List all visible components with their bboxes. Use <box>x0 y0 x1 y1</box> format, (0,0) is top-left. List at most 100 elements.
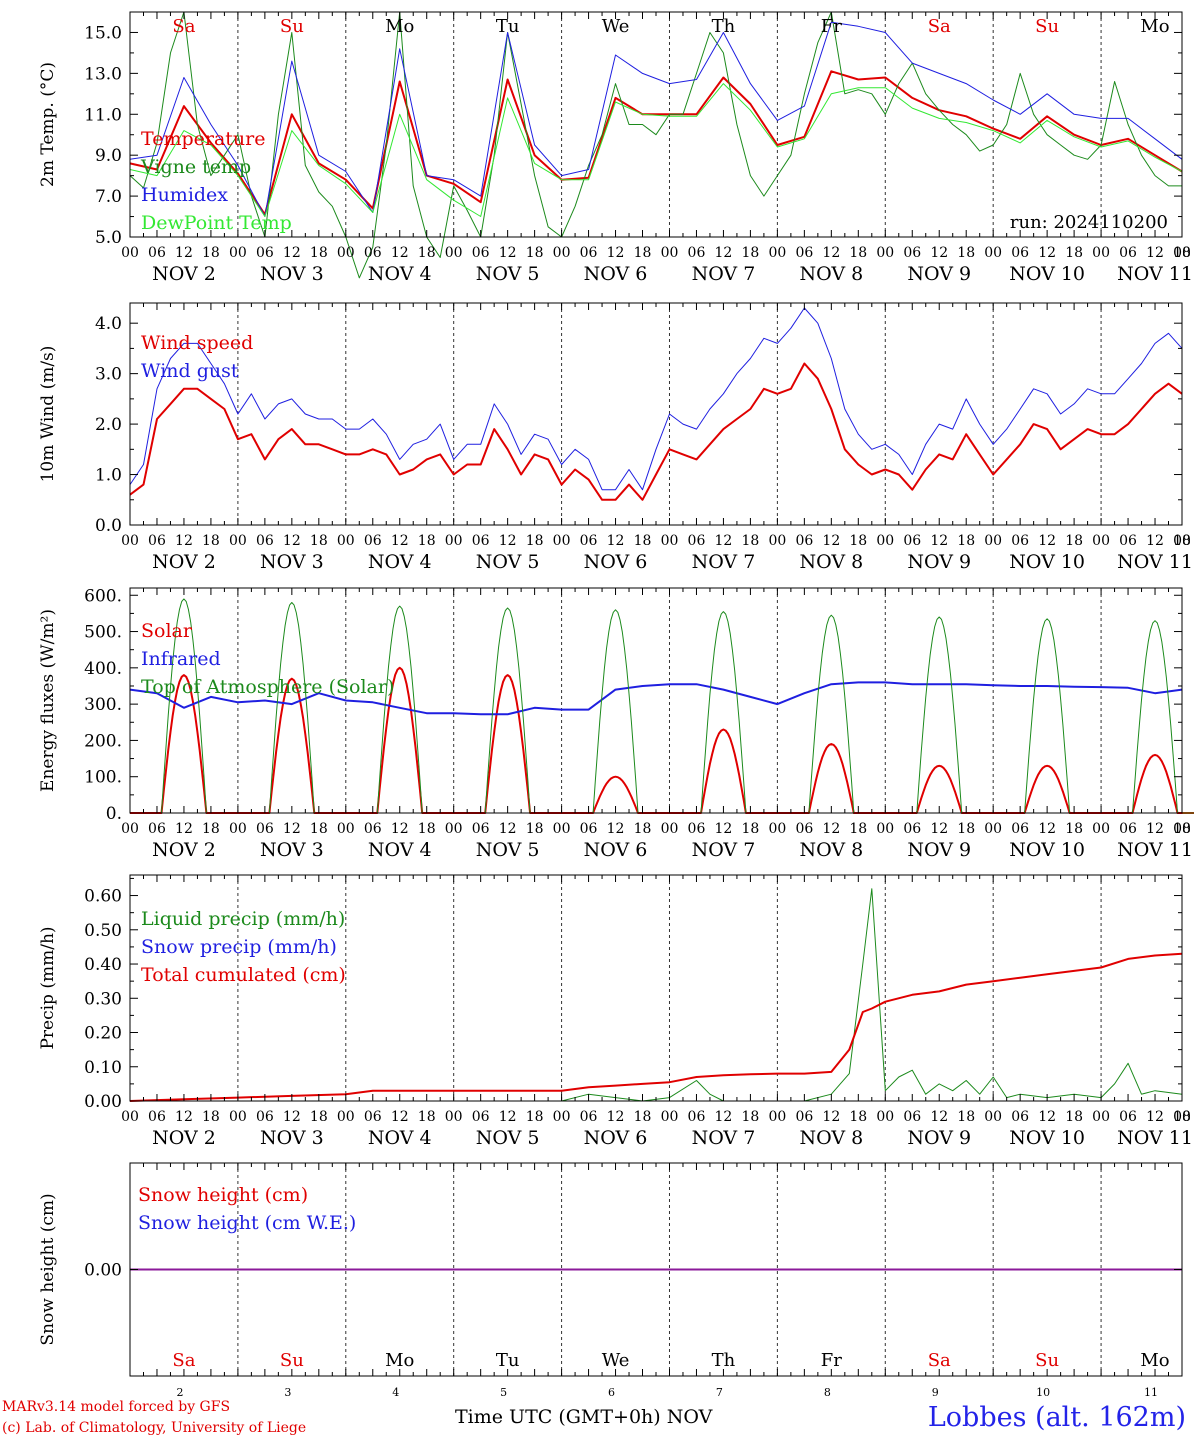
hour-label: 00 <box>337 1109 355 1125</box>
hour-label: 18 <box>957 245 975 261</box>
hour-label: 18 <box>741 245 759 261</box>
date-label: NOV 2 <box>152 551 216 573</box>
hour-label: 00 <box>661 245 679 261</box>
temperature-line-3 <box>129 83 1183 217</box>
hour-label: 00 <box>876 1109 894 1125</box>
hour-label: 12 <box>175 533 193 549</box>
hour-label: 06 <box>1011 533 1029 549</box>
hour-label: 06 <box>580 821 598 837</box>
legend-temperature-0: Temperature <box>141 128 265 150</box>
date-label: NOV 7 <box>692 839 756 861</box>
hour-label: 00 <box>553 821 571 837</box>
hour-label: 12 <box>607 245 625 261</box>
hour-label: 00 <box>121 1109 139 1125</box>
date-label: NOV 9 <box>907 263 971 285</box>
hour-label: 12 <box>715 1109 733 1125</box>
hour-label: 18 <box>634 1109 652 1125</box>
hour-label: 00 <box>553 1109 571 1125</box>
hour-label: 06 <box>1011 821 1029 837</box>
hour-label: 06 <box>472 1109 490 1125</box>
date-label: NOV 6 <box>584 839 648 861</box>
hour-label: 06 <box>688 245 706 261</box>
hour-label: 12 <box>499 821 517 837</box>
energy-ylabel: Energy fluxes (W/m²) <box>38 609 58 792</box>
hour-label: 12 <box>822 1109 840 1125</box>
hour-label: 12 <box>1146 533 1164 549</box>
date-label: NOV 8 <box>799 263 863 285</box>
hour-label: 18 <box>418 245 436 261</box>
hour-label: 00 <box>768 533 786 549</box>
hour-label: 18 <box>310 821 328 837</box>
hour-label: 00 <box>1173 821 1191 837</box>
hour-label: 12 <box>499 533 517 549</box>
hour-label: 18 <box>526 245 544 261</box>
hour-label: 00 <box>553 533 571 549</box>
date-label: NOV 5 <box>476 839 540 861</box>
y-tick-label: 7.0 <box>95 187 122 207</box>
weekday-bottom: Su <box>1035 1350 1059 1371</box>
day-number: 4 <box>392 1386 399 1399</box>
hour-label: 00 <box>1092 533 1110 549</box>
legend-precip-1: Snow precip (mm/h) <box>141 936 337 958</box>
hour-label: 06 <box>472 533 490 549</box>
hour-label: 06 <box>903 821 921 837</box>
panel-temperature: 5.0 7.0 9.0 11.0 13.0 15.0 2m Temp. (°C) Temper… <box>38 11 1193 285</box>
date-label: NOV 7 <box>692 551 756 573</box>
day-number: 5 <box>500 1386 507 1399</box>
weekday-bottom: Mo <box>1140 1350 1169 1371</box>
date-label: NOV 6 <box>584 551 648 573</box>
date-label: NOV 3 <box>260 839 324 861</box>
hour-label: 06 <box>795 245 813 261</box>
hour-label: 06 <box>580 1109 598 1125</box>
hour-label: 18 <box>957 1109 975 1125</box>
hour-label: 06 <box>472 245 490 261</box>
hour-label: 06 <box>1119 245 1137 261</box>
hour-label: 06 <box>1011 245 1029 261</box>
legend-temperature-3: DewPoint Temp <box>141 212 292 234</box>
hour-label: 00 <box>984 533 1002 549</box>
y-tick-label: 0.50 <box>84 921 122 941</box>
legend-precip-2: Total cumulated (cm) <box>141 964 346 986</box>
hour-label: 12 <box>283 1109 301 1125</box>
date-label: NOV 3 <box>260 263 324 285</box>
date-label: NOV 5 <box>476 1127 540 1149</box>
hour-label: 18 <box>849 821 867 837</box>
y-tick-label: 0.00 <box>84 1092 122 1112</box>
hour-label: 00 <box>337 533 355 549</box>
date-label: NOV 10 <box>1009 839 1085 861</box>
hour-label: 00 <box>661 821 679 837</box>
date-label: NOV 11 <box>1117 839 1193 861</box>
temperature-frame <box>129 11 1183 238</box>
y-tick-label: 0.20 <box>84 1024 122 1044</box>
day-number: 11 <box>1144 1386 1158 1399</box>
hour-label: 00 <box>1092 821 1110 837</box>
hour-label: 18 <box>418 1109 436 1125</box>
y-tick-label: 0.10 <box>84 1058 122 1078</box>
hour-label: 12 <box>499 245 517 261</box>
hour-label: 00 <box>768 1109 786 1125</box>
day-number: 6 <box>608 1386 615 1399</box>
weekday-bottom: Sa <box>928 1350 951 1371</box>
hour-label: 00 <box>229 533 247 549</box>
day-number: 2 <box>176 1386 183 1399</box>
y-tick-label: 5.0 <box>95 228 122 248</box>
wind-line-1 <box>129 307 1183 491</box>
weekday-bottom: Fr <box>821 1350 842 1371</box>
y-tick-label: 300. <box>84 695 122 715</box>
hour-label: 12 <box>391 245 409 261</box>
date-label: NOV 5 <box>476 263 540 285</box>
hour-label: 06 <box>903 1109 921 1125</box>
hour-label: 18 <box>202 1109 220 1125</box>
hour-label: 06 <box>1011 1109 1029 1125</box>
weekday-top: We <box>602 16 630 37</box>
hour-label: 18 <box>202 245 220 261</box>
panel-wind: 0.0 1.0 2.0 3.0 4.0 10m Wind (m/s) Wind speed W… <box>38 302 1193 573</box>
hour-label: 00 <box>1173 245 1191 261</box>
y-tick-label: 13.0 <box>84 64 122 84</box>
hour-label: 18 <box>418 533 436 549</box>
date-label: NOV 3 <box>260 1127 324 1149</box>
hour-label: 06 <box>795 821 813 837</box>
day-number: 7 <box>716 1386 723 1399</box>
hour-label: 12 <box>930 533 948 549</box>
date-label: NOV 6 <box>584 1127 648 1149</box>
